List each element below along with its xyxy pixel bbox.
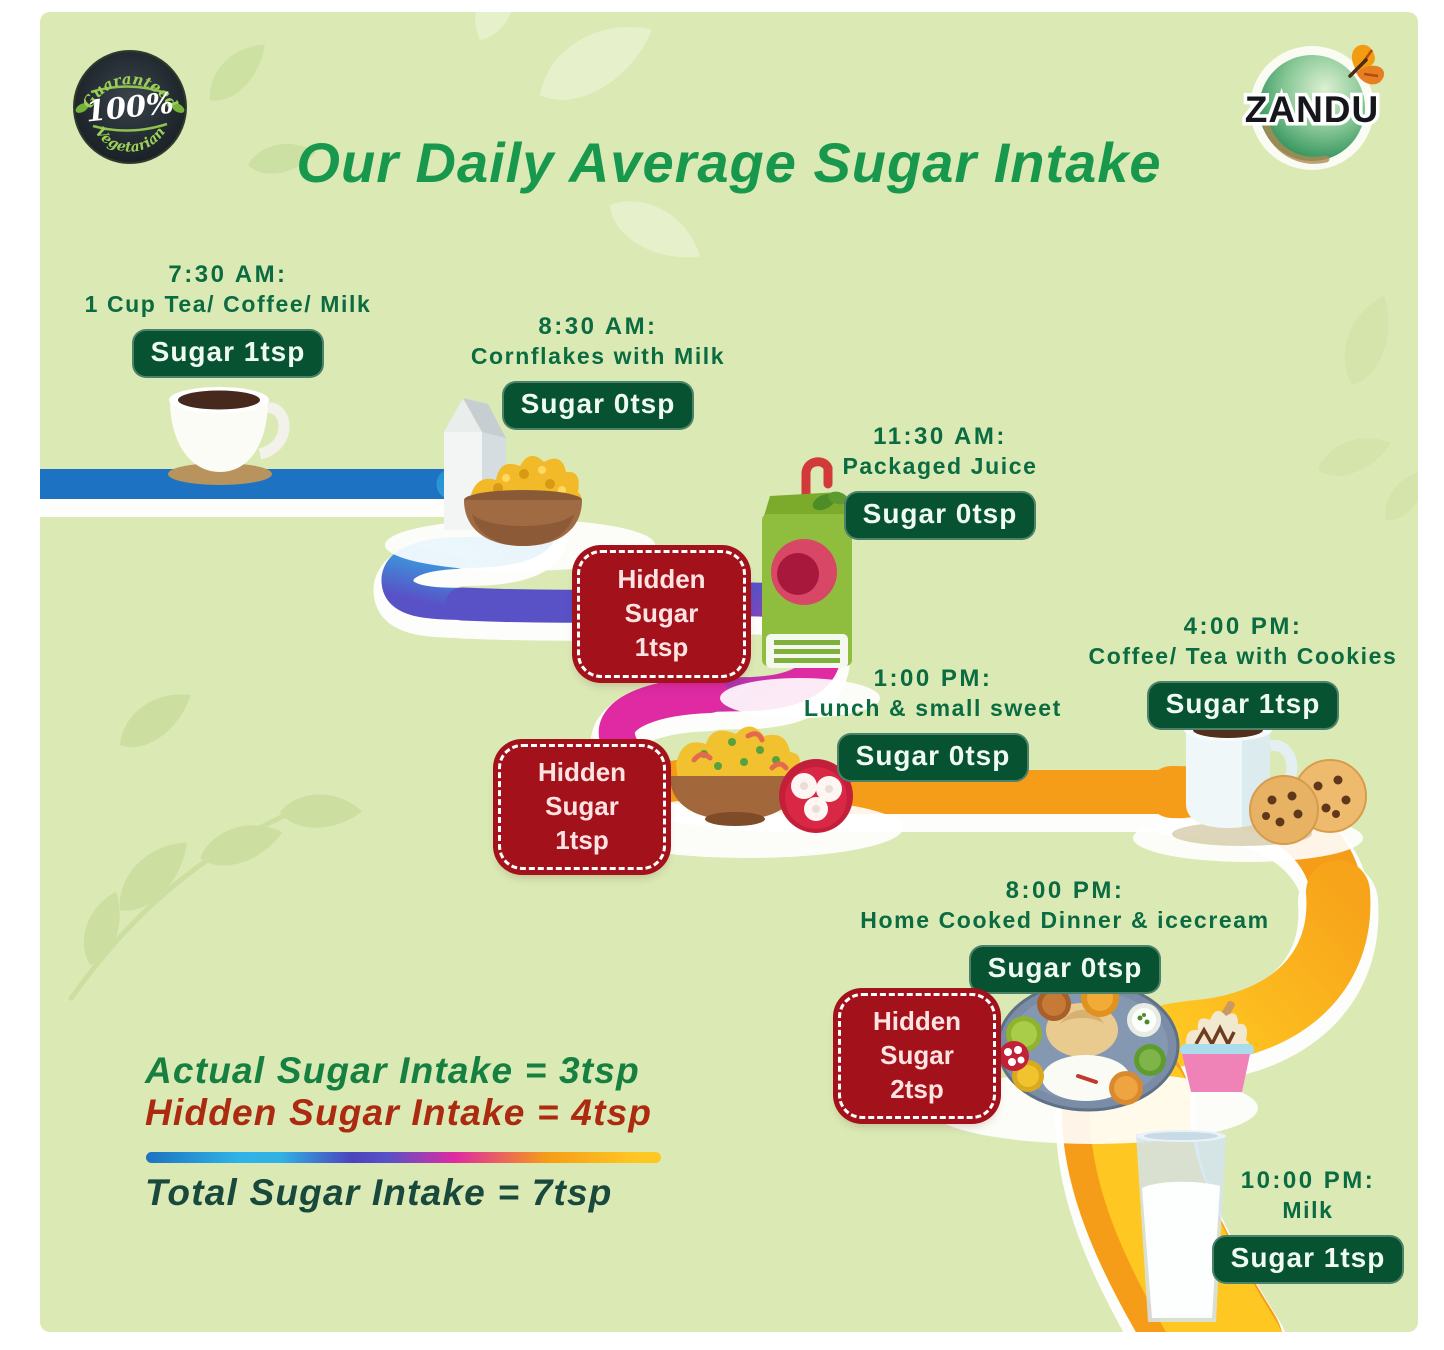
dinner-thali-illustration bbox=[996, 979, 1180, 1112]
sugar-badge: Sugar 0tsp bbox=[501, 380, 695, 430]
lunch-illustration bbox=[670, 726, 853, 833]
stop-time: 11:30 AM: bbox=[873, 423, 1007, 450]
summary-total: Total Sugar Intake = 7tsp bbox=[145, 1172, 613, 1213]
cookie-icon bbox=[1249, 759, 1367, 845]
vegetarian-badge: Guaranteed 100% Vegetarian bbox=[73, 50, 187, 164]
stop-time: 1:00 PM: bbox=[873, 665, 993, 692]
stop-snack: 4:00 PM: Coffee/ Tea with Cookies Sugar … bbox=[1053, 612, 1433, 730]
cornflakes-bowl-illustration bbox=[464, 455, 582, 546]
summary-actual: Actual Sugar Intake = 3tsp bbox=[145, 1050, 640, 1091]
juice-box-illustration bbox=[762, 457, 852, 668]
stop-item: 1 Cup Tea/ Coffee/ Milk bbox=[84, 291, 372, 317]
stop-cornflakes: 8:30 AM: Cornflakes with Milk Sugar 0tsp bbox=[408, 312, 788, 430]
sugar-badge: Sugar 0tsp bbox=[836, 732, 1030, 782]
stop-time: 4:00 PM: bbox=[1183, 613, 1303, 640]
stop-time: 10:00 PM: bbox=[1240, 1167, 1376, 1194]
stop-lunch: 1:00 PM: Lunch & small sweet Sugar 0tsp bbox=[743, 664, 1123, 782]
milk-glass-illustration bbox=[1136, 1130, 1226, 1322]
stop-item: Lunch & small sweet bbox=[804, 695, 1062, 721]
stop-item: Packaged Juice bbox=[842, 453, 1038, 479]
stop-time: 7:30 AM: bbox=[168, 261, 288, 288]
stop-juice: 11:30 AM: Packaged Juice Sugar 0tsp bbox=[750, 422, 1130, 540]
coffee-mug-cookies-illustration bbox=[1172, 719, 1367, 846]
stop-item: Milk bbox=[1282, 1197, 1334, 1223]
stop-item: Coffee/ Tea with Cookies bbox=[1088, 643, 1398, 669]
sugar-badge: Sugar 0tsp bbox=[843, 490, 1037, 540]
sugar-badge: Sugar 1tsp bbox=[131, 328, 325, 378]
stop-time: 8:30 AM: bbox=[538, 313, 658, 340]
road-color-legend-bar bbox=[146, 1152, 661, 1163]
stop-dinner: 8:00 PM: Home Cooked Dinner & icecream S… bbox=[855, 876, 1275, 994]
butterfly-icon bbox=[1348, 44, 1385, 85]
summary-hidden: Hidden Sugar Intake = 4tsp bbox=[145, 1092, 653, 1133]
zandu-logo: ZANDU bbox=[1241, 44, 1385, 170]
stop-time: 8:00 PM: bbox=[1005, 877, 1125, 904]
hidden-sugar-callout-3: Hidden Sugar 2tsp bbox=[838, 993, 996, 1119]
sugar-badge: Sugar 1tsp bbox=[1146, 680, 1340, 730]
sugar-badge: Sugar 0tsp bbox=[968, 944, 1162, 994]
sugar-badge: Sugar 1tsp bbox=[1211, 1234, 1405, 1284]
icecream-cup-illustration bbox=[1180, 1000, 1254, 1092]
hidden-sugar-callout-1: Hidden Sugar 1tsp bbox=[577, 550, 746, 678]
stop-item: Home Cooked Dinner & icecream bbox=[860, 907, 1270, 933]
zandu-logo-text: ZANDU bbox=[1245, 89, 1379, 130]
page-title: Our Daily Average Sugar Intake bbox=[296, 131, 1162, 194]
leaf-watermarks bbox=[67, 12, 1418, 1002]
tea-cup-illustration bbox=[168, 387, 290, 485]
stop-item: Cornflakes with Milk bbox=[470, 343, 726, 369]
hidden-sugar-callout-2: Hidden Sugar 1tsp bbox=[498, 744, 666, 870]
stop-milk: 10:00 PM: Milk Sugar 1tsp bbox=[1178, 1166, 1438, 1284]
stop-tea: 7:30 AM: 1 Cup Tea/ Coffee/ Milk Sugar 1… bbox=[38, 260, 418, 378]
